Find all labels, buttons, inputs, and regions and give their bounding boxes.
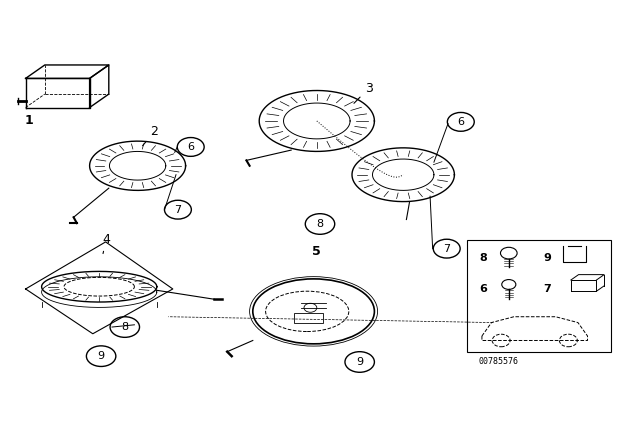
Text: 8: 8 [316,219,324,229]
Text: 9: 9 [543,253,551,263]
Text: 4: 4 [102,233,110,254]
Text: 7: 7 [174,205,182,215]
Text: 2: 2 [143,125,158,146]
Text: 6: 6 [188,142,194,152]
Text: 8: 8 [121,322,129,332]
Text: 5: 5 [312,245,321,258]
Text: 7: 7 [543,284,551,294]
Text: 9: 9 [97,351,105,361]
Text: 6: 6 [479,284,487,294]
Text: 8: 8 [479,253,487,263]
Text: 00785576: 00785576 [479,357,519,366]
Text: 7: 7 [443,244,451,254]
Text: 3: 3 [354,82,372,103]
Text: 1: 1 [24,114,33,127]
Text: 6: 6 [458,117,464,127]
Text: 9: 9 [356,357,364,367]
